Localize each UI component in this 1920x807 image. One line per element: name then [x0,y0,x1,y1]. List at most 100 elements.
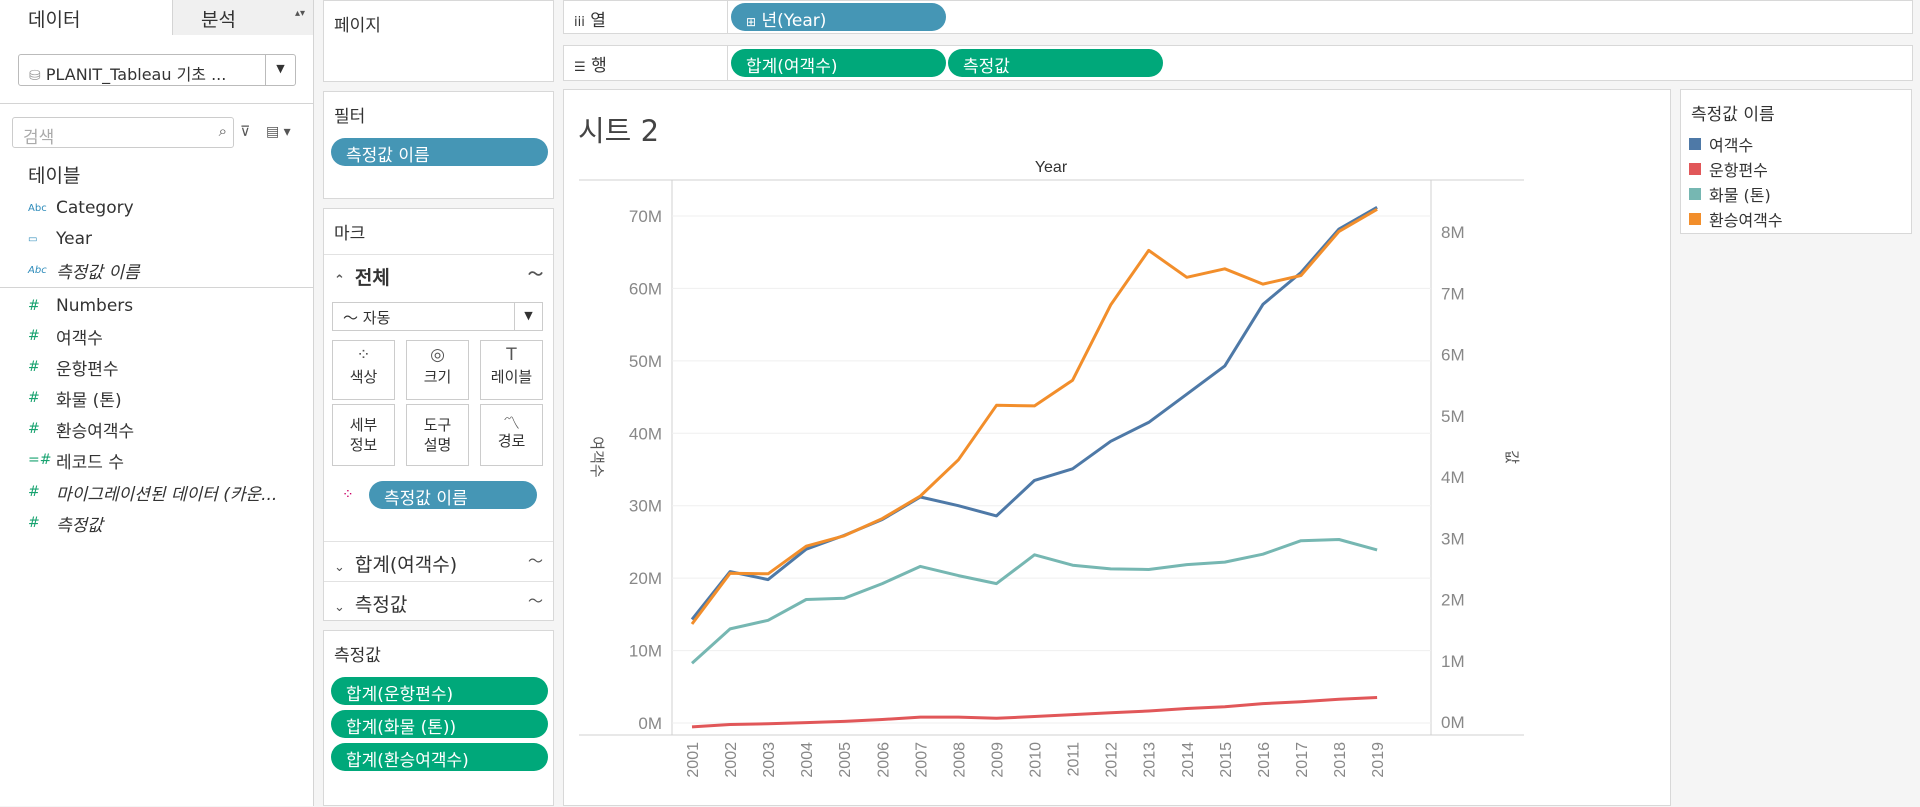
legend-swatch [1689,163,1701,175]
measure-icon: # [28,359,40,375]
columns-pill-label: 년(Year) [761,11,827,31]
columns-icon: iii [574,15,585,30]
x-tick-label: 2007 [913,742,930,778]
field-item[interactable]: # 마이그레이션된 데이터 (카운... [28,480,277,505]
x-header-label: Year [1035,159,1068,176]
legend-item[interactable]: 여객수 [1689,132,1753,156]
marks-color-pill[interactable]: 측정값 이름 [369,481,537,509]
y-left-tick-label: 10M [629,642,662,661]
legend-label: 환승여객수 [1709,211,1783,230]
y-right-tick-label: 6M [1441,346,1465,365]
mark-button-label: 색상 [349,368,378,386]
mark-button-label: 도구 설명 [423,416,452,454]
x-tick-label: 2014 [1180,742,1197,778]
mark-button-color[interactable]: ⁘ 색상 [332,340,395,400]
field-item[interactable]: # 운항편수 [28,355,119,380]
mark-button-path[interactable]: 〽 경로 [480,404,543,466]
marks-section-label: 측정값 [354,594,408,616]
field-item[interactable]: # 여객수 [28,324,103,349]
field-label: 여객수 [56,328,103,349]
marks-title: 마크 [334,224,366,244]
marks-section-measure-values[interactable]: ⌄ 측정값 〜 [324,581,553,619]
field-item[interactable]: Abc 측정값 이름 [28,258,140,283]
field-item[interactable]: ▭ Year [28,227,92,251]
tab-scroll-arrows-icon[interactable]: ▴▾ [294,8,305,19]
y-left-axis-title: 여객수 [588,436,605,477]
legend-label: 화물 (톤) [1709,186,1771,205]
field-item[interactable]: # 측정값 [28,511,103,536]
search-input[interactable]: 검색 ⌕ [12,117,234,148]
filter-pill-measure-names[interactable]: 측정값 이름 [331,138,548,166]
field-item[interactable]: =# 레코드 수 [28,448,124,473]
legend-item[interactable]: 환승여객수 [1689,207,1783,231]
mark-button-tooltip[interactable]: 도구 설명 [406,404,469,466]
line-mark-icon: 〜 [527,552,543,570]
search-icon: ⌕ [218,122,227,140]
x-tick-label: 2006 [875,742,892,778]
y-right-tick-label: 1M [1441,652,1465,671]
rows-pill-sum-passengers[interactable]: 합계(여객수) [731,49,946,77]
measure-icon: # [28,328,40,344]
filter-icon[interactable]: ⊽ [240,124,251,140]
x-tick-label: 2009 [989,742,1006,778]
mark-button-label: 세부 정보 [349,416,378,454]
marks-section-label: 합계(여객수) [354,554,458,576]
legend-item[interactable]: 운항편수 [1689,157,1768,181]
x-tick-label: 2019 [1370,742,1387,778]
legend-swatch [1689,188,1701,200]
field-item[interactable]: Abc Category [28,196,134,220]
mark-button-size[interactable]: ◎ 크기 [406,340,469,400]
line-chart: Year 0M 10M 20M 30M 40M 50M 60M 70M 0M 1M 2M 3M 4M 5M 6… [579,159,1524,778]
view-options-icon[interactable]: ▤ ▾ [266,124,291,140]
y-left-tick-label: 60M [629,279,662,298]
columns-shelf[interactable]: iii 열 ⊞ 년(Year) [563,0,1913,34]
measure-icon: # [28,421,40,437]
field-label: 화물 (톤) [56,390,122,411]
datasource-select[interactable]: ⛁ PLANIT_Tableau 기초 ... ▼ [18,54,296,86]
measure-pill-transfer[interactable]: 합계(환승여객수) [331,743,548,771]
pages-shelf[interactable]: 페이지 [323,0,554,82]
marks-section-sum-passengers[interactable]: ⌄ 합계(여객수) 〜 [324,541,553,579]
mark-type-value: 자동 [362,309,391,327]
field-label: 측정값 이름 [56,262,140,283]
tab-analysis[interactable]: 분석 ▴▾ [173,0,313,35]
measure-values-card[interactable]: 측정값 합계(운항편수) 합계(화물 (톤)) 합계(환승여객수) [323,630,554,806]
filters-title: 필터 [334,107,366,127]
legend-swatch [1689,138,1701,150]
label-icon: T [506,345,517,365]
worksheet: 시트 2 Year 0M 10M 20M 30M 40M 50M 60M 70M 0M 1M 2M 3M… [563,89,1671,806]
rows-shelf[interactable]: ☰ 행 합계(여객수) 측정값 [563,45,1913,81]
legend-label: 여객수 [1709,136,1754,155]
field-item[interactable]: # 화물 (톤) [28,386,122,411]
legend-item[interactable]: 화물 (톤) [1689,182,1771,206]
x-tick-label: 2003 [761,742,778,778]
y-right-tick-label: 5M [1441,407,1465,426]
x-tick-label: 2017 [1294,742,1311,778]
chevron-down-icon[interactable]: ▼ [265,55,295,85]
columns-pill-year[interactable]: ⊞ 년(Year) [731,3,946,31]
field-item[interactable]: # 환승여객수 [28,417,134,442]
field-item[interactable]: # Numbers [28,294,133,318]
y-right-tick-label: 0M [1441,713,1465,732]
field-label: Category [56,198,134,218]
mark-button-label[interactable]: T 레이블 [480,340,543,400]
marks-all-header[interactable]: ⌃ 전체 〜 [324,254,553,292]
measure-icon: # [28,390,40,406]
color-encoding-icon: ⁘ [342,487,354,503]
legend-title: 측정값 이름 [1691,105,1775,125]
field-label: Numbers [56,296,134,316]
x-tick-label: 2018 [1332,742,1349,778]
y-right-tick-label: 3M [1441,529,1465,548]
pages-title: 페이지 [334,16,381,36]
y-left-tick-label: 30M [629,497,662,516]
mark-button-detail[interactable]: 세부 정보 [332,404,395,466]
mark-type-select[interactable]: 〜 자동 ▼ [332,302,543,331]
measure-pill-cargo[interactable]: 합계(화물 (톤)) [331,710,548,738]
filters-shelf[interactable]: 필터 측정값 이름 [323,91,554,199]
rows-pill-measure-values[interactable]: 측정값 [948,49,1163,77]
measure-pill-flights[interactable]: 합계(운항편수) [331,677,548,705]
path-icon: 〽 [503,414,520,434]
tab-data[interactable]: 데이터 [0,0,173,35]
series-line-3 [690,208,1378,625]
